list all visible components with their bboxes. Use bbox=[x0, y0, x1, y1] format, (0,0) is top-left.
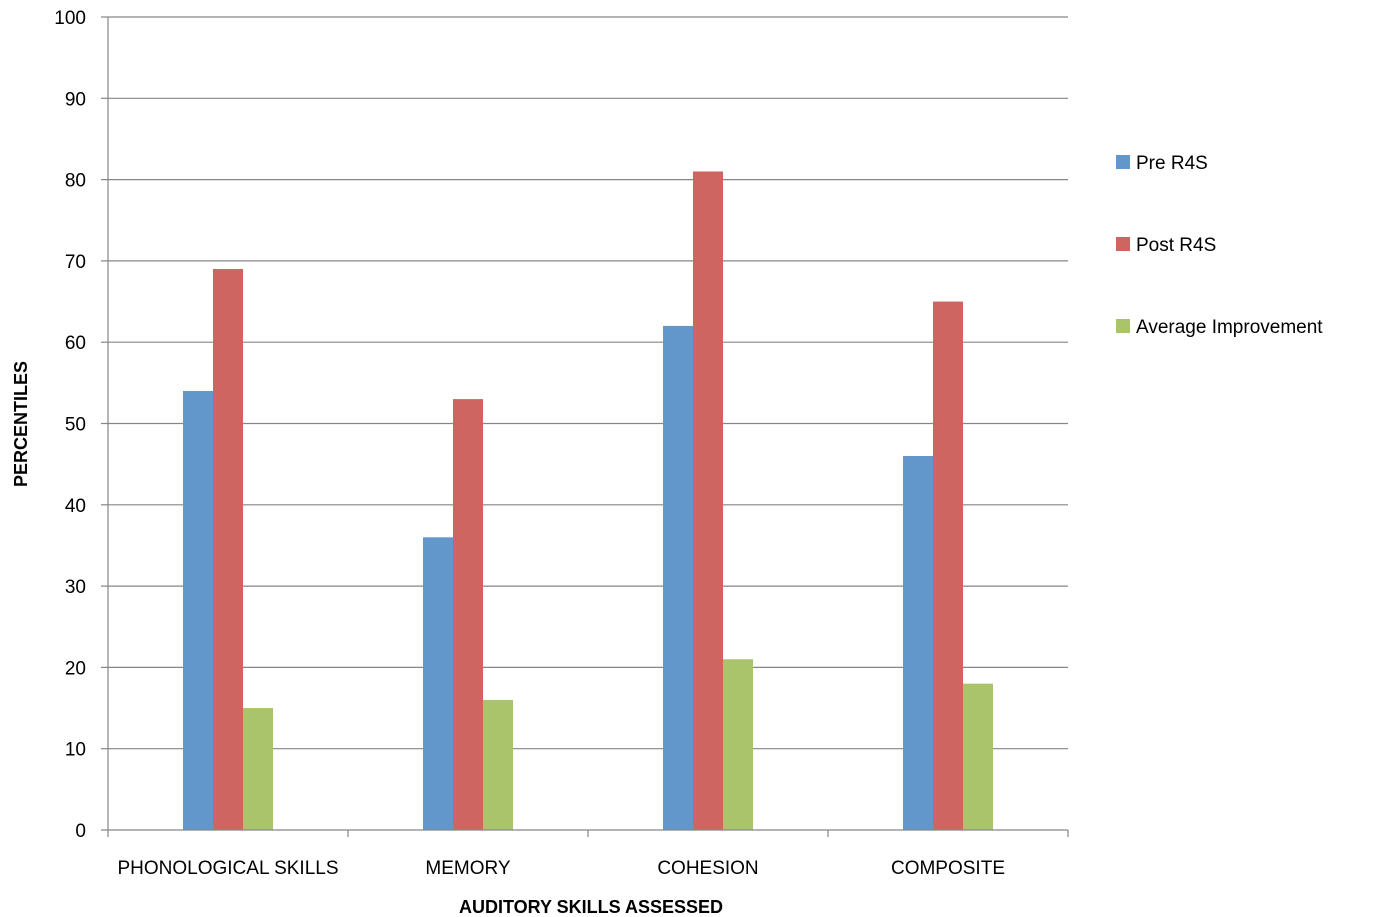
gridlines bbox=[108, 16, 1068, 750]
y-tick-label: 20 bbox=[65, 658, 86, 679]
bar-pre-r4s bbox=[903, 456, 933, 830]
y-tick-label: 70 bbox=[65, 252, 86, 273]
bar-average-improvement bbox=[963, 683, 993, 830]
legend-swatch bbox=[1116, 237, 1130, 251]
bar-post-r4s bbox=[453, 399, 483, 830]
legend-label: Pre R4S bbox=[1136, 153, 1208, 174]
legend: Pre R4S Post R4S Average Improvement bbox=[1116, 153, 1323, 338]
legend-swatch bbox=[1116, 319, 1130, 333]
legend-label: Average Improvement bbox=[1136, 317, 1323, 338]
bar-average-improvement bbox=[243, 708, 273, 830]
x-axis-title: AUDITORY SKILLS ASSESSED bbox=[459, 897, 723, 917]
bar-post-r4s bbox=[933, 301, 963, 830]
y-tick-label: 90 bbox=[65, 89, 86, 110]
bar-average-improvement bbox=[483, 699, 513, 830]
y-tick-label: 80 bbox=[65, 171, 86, 192]
bar-average-improvement bbox=[723, 659, 753, 830]
bars bbox=[183, 171, 993, 831]
bar-post-r4s bbox=[213, 269, 243, 830]
bar-pre-r4s bbox=[183, 390, 213, 830]
y-tick-label: 60 bbox=[65, 333, 86, 354]
y-tick-label: 40 bbox=[65, 496, 86, 517]
legend-label: Post R4S bbox=[1136, 235, 1216, 256]
y-tick-labels: 0 10 20 30 40 50 60 70 80 90 100 bbox=[54, 8, 86, 842]
x-tick-marks bbox=[107, 830, 1069, 837]
x-tick-label: PHONOLOGICAL SKILLS bbox=[117, 858, 338, 879]
y-tick-label: 100 bbox=[54, 8, 86, 29]
y-tick-label: 0 bbox=[75, 821, 86, 842]
y-axis-title: PERCENTILES bbox=[11, 361, 31, 487]
y-tick-marks bbox=[101, 16, 108, 831]
y-tick-label: 30 bbox=[65, 577, 86, 598]
bar-pre-r4s bbox=[663, 325, 693, 830]
bar-post-r4s bbox=[693, 171, 723, 831]
x-tick-label: COMPOSITE bbox=[891, 858, 1005, 879]
x-tick-label: MEMORY bbox=[425, 858, 510, 879]
x-tick-labels: PHONOLOGICAL SKILLS MEMORY COHESION COMPOSI… bbox=[117, 858, 1005, 879]
bar-pre-r4s bbox=[423, 537, 453, 830]
x-tick-label: COHESION bbox=[657, 858, 758, 879]
y-tick-label: 10 bbox=[65, 740, 86, 761]
legend-swatch bbox=[1116, 155, 1130, 169]
y-tick-label: 50 bbox=[65, 415, 86, 436]
